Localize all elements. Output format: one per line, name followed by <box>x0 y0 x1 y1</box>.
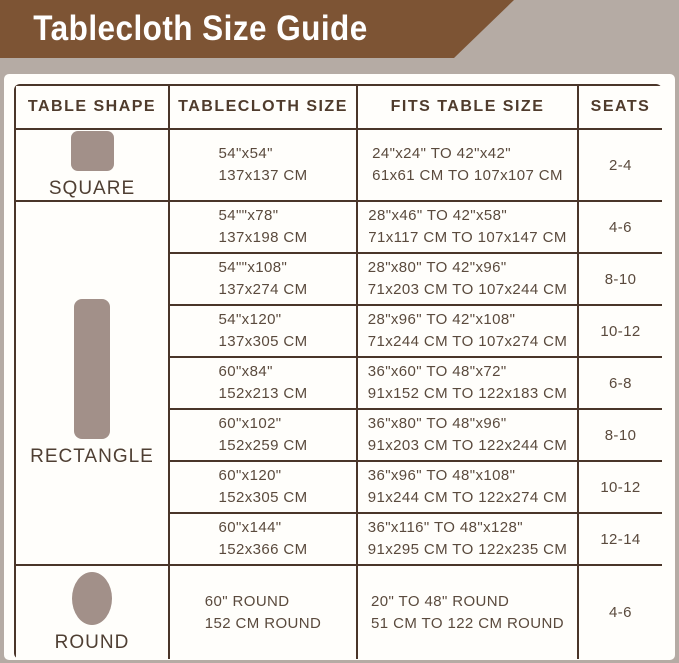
fits-inches: 28"x80" TO 42"x96" <box>367 259 507 276</box>
table-row: RECTANGLE 54""x78" 137x198 CM 28"x46" TO … <box>14 200 662 566</box>
square-shape-icon <box>70 130 114 171</box>
fits-cm: 91x295 CM TO 122x235 CM <box>367 541 568 558</box>
shape-cell-rectangle: RECTANGLE <box>14 200 170 566</box>
tablecloth-size-cell: 60"x144" 152x366 CM <box>168 512 358 566</box>
size-inches: 60"x120" <box>218 467 282 484</box>
table-row: 60"x144" 152x366 CM 36"x116" TO 48"x128" 9… <box>15 512 662 566</box>
fits-table-size-cell: 36"x96" TO 48"x108" 91x244 CM TO 122x274 … <box>356 460 579 514</box>
fits-table-size-cell: 28"x96" TO 42"x108" 71x244 CM TO 107x274 … <box>356 304 579 358</box>
size-inches: 54"x120" <box>218 311 282 328</box>
fits-cm: 91x203 CM TO 122x244 CM <box>367 437 568 454</box>
fits-inches: 36"x116" TO 48"x128" <box>367 519 523 536</box>
seats-cell: 2-4 <box>577 128 662 202</box>
table-row: 54""x108" 137x274 CM 28"x80" TO 42"x96" 71… <box>15 252 662 306</box>
seats-cell: 6-8 <box>577 356 662 410</box>
tablecloth-size-cell: 54""x78" 137x198 CM <box>168 200 358 254</box>
tablecloth-size-cell: 60"x84" 152x213 CM <box>168 356 358 410</box>
size-cm: 152x213 CM <box>218 385 308 402</box>
fits-cm: 71x117 CM TO 107x147 CM <box>368 229 567 246</box>
fits-inches: 20" TO 48" ROUND <box>371 592 510 610</box>
size-inches: 60"x84" <box>218 363 273 380</box>
fits-cm: 61x61 CM TO 107x107 CM <box>372 167 563 184</box>
tablecloth-size-cell: 54"x120" 137x305 CM <box>168 304 358 358</box>
size-cm: 152x366 CM <box>218 541 308 558</box>
shape-cell-round: ROUND <box>14 564 170 659</box>
size-inches: 60"x102" <box>218 415 282 432</box>
fits-inches: 28"x96" TO 42"x108" <box>367 311 516 328</box>
shape-label: SQUARE <box>48 177 136 199</box>
shape-label: ROUND <box>54 631 130 653</box>
column-header-tablecloth-size: TABLECLOTH SIZE <box>168 84 358 130</box>
size-cm: 152x305 CM <box>218 489 308 506</box>
table-row: SQUARE 54"x54" 137x137 CM 24"x24" TO 42"x… <box>14 128 662 202</box>
fits-cm: 91x152 CM TO 122x183 CM <box>367 385 568 402</box>
size-inches: 54""x108" <box>218 259 288 276</box>
table-row: 60"x84" 152x213 CM 36"x60" TO 48"x72" 91x1… <box>15 356 662 410</box>
tablecloth-size-cell: 60"x102" 152x259 CM <box>168 408 358 462</box>
column-header-fits-table-size: FITS TABLE SIZE <box>356 84 579 130</box>
size-inches: 54""x78" <box>218 207 279 224</box>
tablecloth-size-cell: 60"x120" 152x305 CM <box>168 460 358 514</box>
size-cm: 152 CM ROUND <box>204 614 322 632</box>
table-row: 60"x120" 152x305 CM 36"x96" TO 48"x108" 91… <box>15 460 662 514</box>
round-shape-icon <box>72 571 112 625</box>
size-guide-table: TABLE SHAPE TABLECLOTH SIZE FITS TABLE S… <box>14 84 662 659</box>
seats-cell: 8-10 <box>577 408 662 462</box>
size-cm: 137x137 CM <box>218 167 308 184</box>
seats-cell: 4-6 <box>577 564 662 659</box>
tablecloth-size-cell: 54"x54" 137x137 CM <box>168 128 358 202</box>
size-cm: 152x259 CM <box>218 437 308 454</box>
shape-cell-square: SQUARE <box>14 128 170 202</box>
size-guide-table-grid: TABLE SHAPE TABLECLOTH SIZE FITS TABLE S… <box>14 84 662 659</box>
size-cm: 137x198 CM <box>218 229 308 246</box>
size-cm: 137x274 CM <box>218 281 308 298</box>
fits-table-size-cell: 28"x46" TO 42"x58" 71x117 CM TO 107x147 C… <box>356 200 579 254</box>
fits-inches: 28"x46" TO 42"x58" <box>368 207 508 224</box>
size-inches: 60" ROUND <box>204 592 290 610</box>
rectangle-shape-icon <box>74 298 110 439</box>
fits-cm: 71x203 CM TO 107x244 CM <box>367 281 568 298</box>
fits-inches: 24"x24" TO 42"x42" <box>372 145 511 162</box>
fits-inches: 36"x96" TO 48"x108" <box>367 467 516 484</box>
fits-cm: 91x244 CM TO 122x274 CM <box>367 489 568 506</box>
page-title: Tablecloth Size Guide <box>33 9 368 48</box>
column-header-table-shape: TABLE SHAPE <box>14 84 170 130</box>
seats-cell: 12-14 <box>577 512 662 566</box>
size-inches: 60"x144" <box>218 519 282 536</box>
table-row: 54"x120" 137x305 CM 28"x96" TO 42"x108" 71… <box>15 304 662 358</box>
fits-inches: 36"x60" TO 48"x72" <box>367 363 507 380</box>
fits-inches: 36"x80" TO 48"x96" <box>367 415 507 432</box>
title-banner: Tablecloth Size Guide <box>0 0 514 58</box>
fits-table-size-cell: 20" TO 48" ROUND 51 CM TO 122 CM ROUND <box>356 564 579 659</box>
fits-table-size-cell: 36"x80" TO 48"x96" 91x203 CM TO 122x244 C… <box>356 408 579 462</box>
table-header-row: TABLE SHAPE TABLECLOTH SIZE FITS TABLE S… <box>14 84 662 130</box>
fits-table-size-cell: 36"x60" TO 48"x72" 91x152 CM TO 122x183 C… <box>356 356 579 410</box>
shape-label: RECTANGLE <box>30 445 154 467</box>
fits-table-size-cell: 36"x116" TO 48"x128" 91x295 CM TO 122x235… <box>356 512 579 566</box>
seats-cell: 10-12 <box>577 460 662 514</box>
tablecloth-size-cell: 54""x108" 137x274 CM <box>168 252 358 306</box>
fits-table-size-cell: 24"x24" TO 42"x42" 61x61 CM TO 107x107 CM <box>356 128 579 202</box>
tablecloth-size-cell: 60" ROUND 152 CM ROUND <box>168 564 358 659</box>
size-inches: 54"x54" <box>218 145 273 162</box>
column-header-seats: SEATS <box>577 84 662 130</box>
fits-table-size-cell: 28"x80" TO 42"x96" 71x203 CM TO 107x244 C… <box>356 252 579 306</box>
seats-cell: 10-12 <box>577 304 662 358</box>
fits-cm: 51 CM TO 122 CM ROUND <box>371 614 564 632</box>
seats-cell: 4-6 <box>577 200 662 254</box>
table-row: 60"x102" 152x259 CM 36"x80" TO 48"x96" 91x… <box>15 408 662 462</box>
size-cm: 137x305 CM <box>218 333 308 350</box>
fits-cm: 71x244 CM TO 107x274 CM <box>367 333 568 350</box>
seats-cell: 8-10 <box>577 252 662 306</box>
table-row: ROUND 60" ROUND 152 CM ROUND 20" TO 48" R… <box>14 564 662 659</box>
